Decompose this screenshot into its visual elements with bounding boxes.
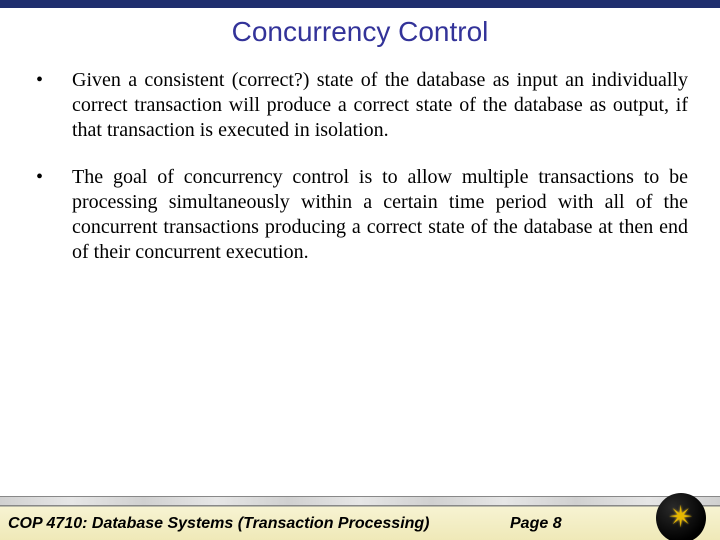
footer-divider: [0, 496, 720, 506]
logo-circle: ✴: [656, 493, 706, 540]
slide-body: • Given a consistent (correct?) state of…: [0, 68, 720, 265]
list-item: • Given a consistent (correct?) state of…: [32, 68, 688, 143]
footer-course-label: COP 4710: Database Systems (Transaction …: [0, 515, 430, 533]
ucf-logo: ✴: [656, 493, 706, 540]
bullet-text: The goal of concurrency control is to al…: [72, 165, 688, 265]
bullet-marker: •: [32, 165, 72, 190]
footer-bar: COP 4710: Database Systems (Transaction …: [0, 506, 720, 540]
list-item: • The goal of concurrency control is to …: [32, 165, 688, 265]
page-title: Concurrency Control: [0, 16, 720, 48]
top-accent-bar: [0, 0, 720, 8]
slide-footer: COP 4710: Database Systems (Transaction …: [0, 496, 720, 540]
bullet-text: Given a consistent (correct?) state of t…: [72, 68, 688, 143]
bullet-marker: •: [32, 68, 72, 93]
footer-page-label: Page 8: [510, 515, 562, 533]
pegasus-icon: ✴: [668, 500, 693, 535]
